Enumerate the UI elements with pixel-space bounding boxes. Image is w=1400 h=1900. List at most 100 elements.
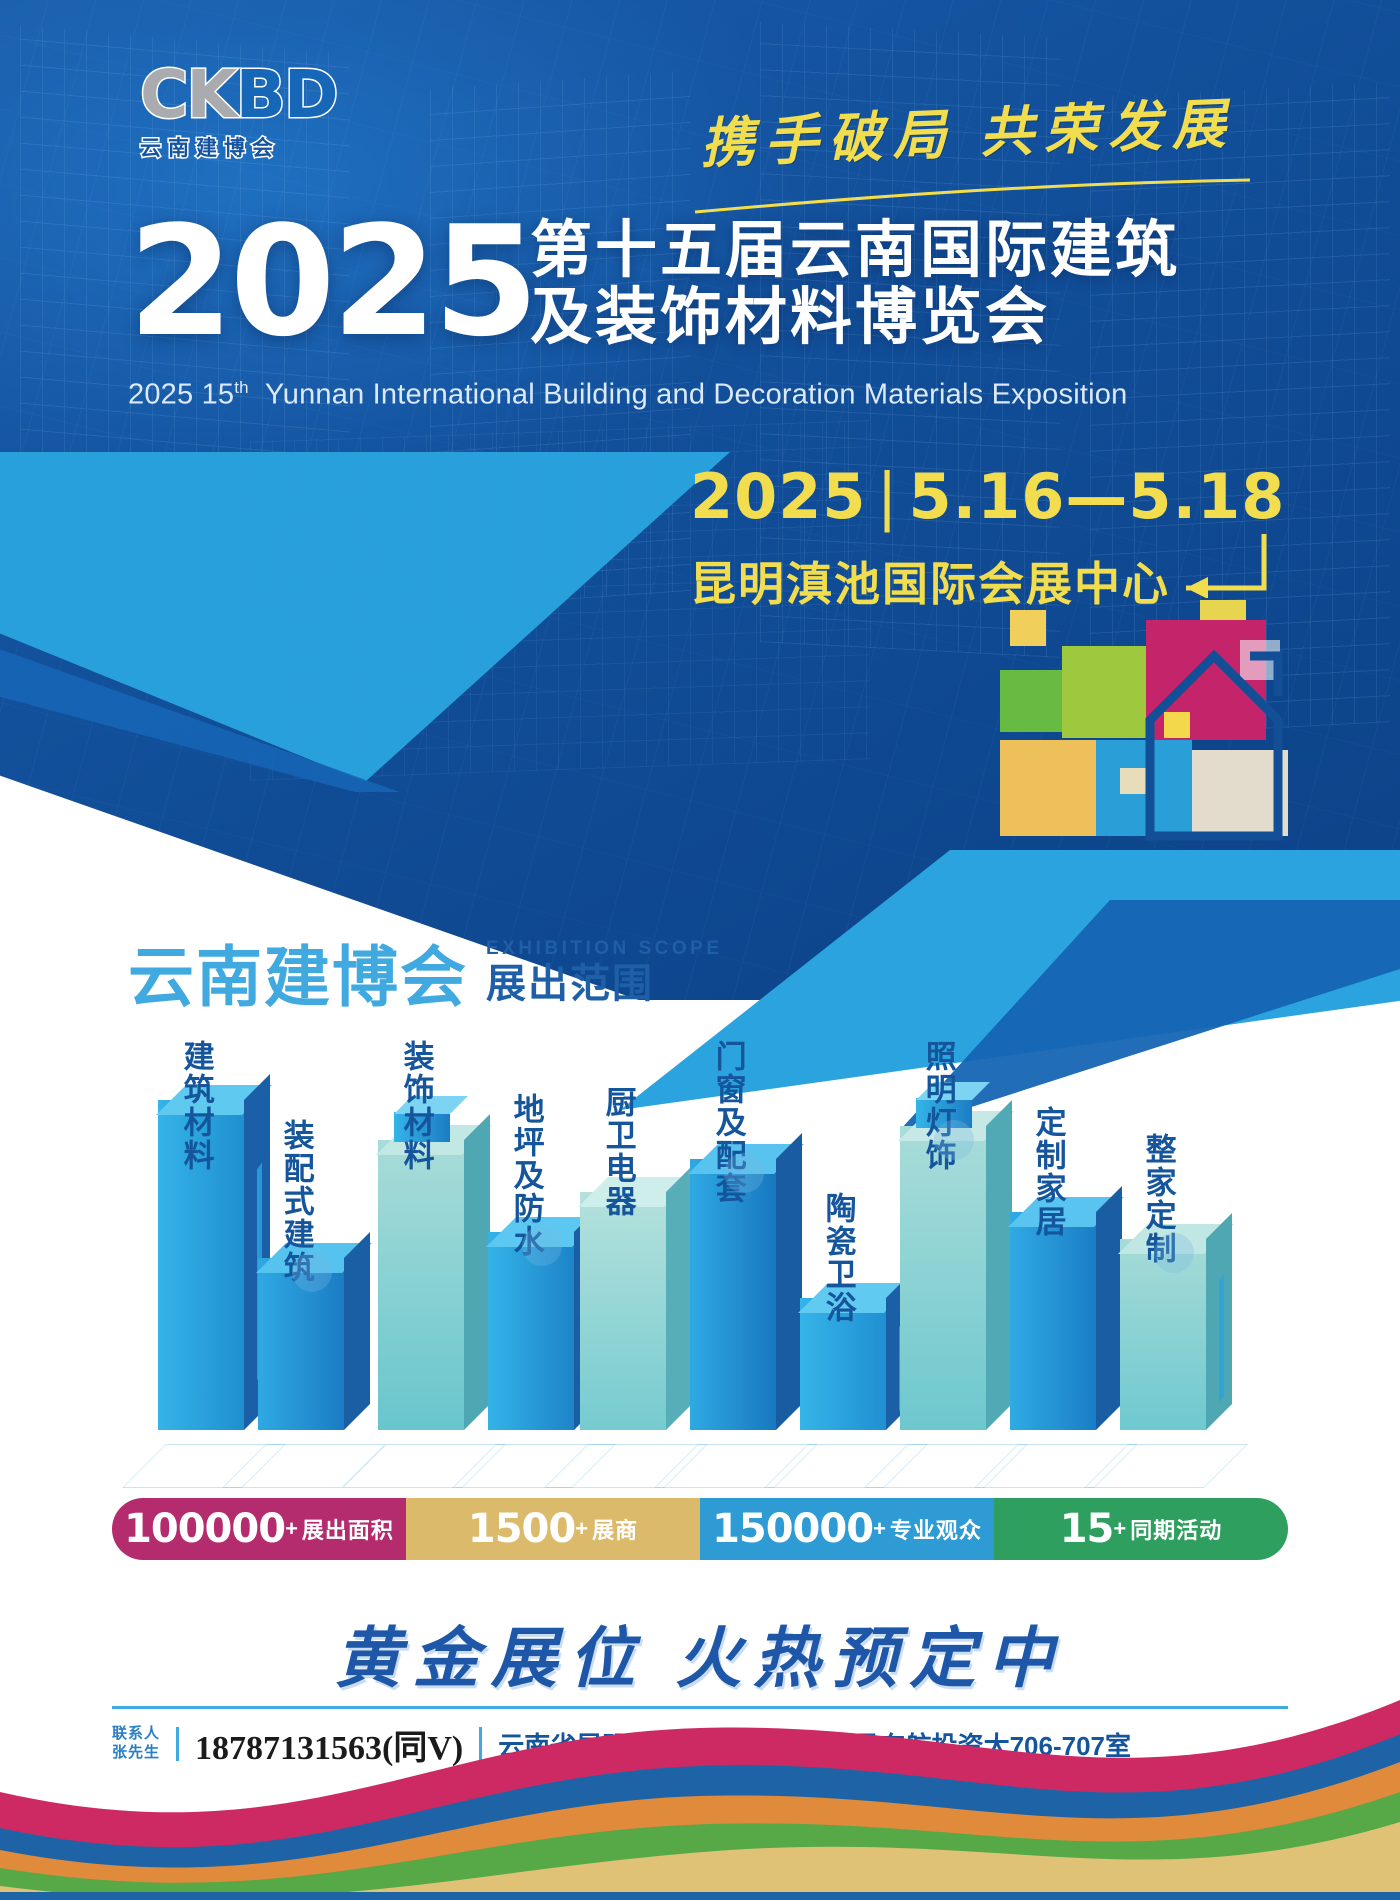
stat-number: 15 bbox=[1059, 1506, 1115, 1552]
page-title-line2: 及装饰材料博览会 bbox=[530, 282, 1051, 352]
stat-item: 1500 + 展商 bbox=[406, 1498, 700, 1560]
chart-bar bbox=[688, 1133, 804, 1430]
title-en-ordinal: th bbox=[234, 378, 249, 397]
chart-dot-accent bbox=[934, 1120, 974, 1160]
stat-plus: + bbox=[1113, 1516, 1127, 1541]
chart-bar bbox=[578, 1166, 694, 1430]
stat-item: 100000 + 展出面积 bbox=[112, 1498, 406, 1560]
chart-bar-side bbox=[776, 1133, 802, 1430]
chart-bar-front bbox=[378, 1140, 464, 1430]
contact-person-name: 张先生 bbox=[112, 1744, 161, 1761]
stat-item: 15 + 同期活动 bbox=[994, 1498, 1288, 1560]
chart-dot-accent bbox=[292, 1252, 332, 1292]
stat-number: 150000 bbox=[712, 1506, 874, 1552]
chart-bar bbox=[1008, 1186, 1124, 1430]
chart-dot-accent bbox=[522, 1226, 562, 1266]
booking-slogan: 黄金展位 火热预定中 bbox=[334, 1623, 1066, 1696]
chart-bar-cap bbox=[394, 1096, 468, 1142]
chart-category-label: 地坪及防水 bbox=[508, 1093, 544, 1258]
chart-bar-front bbox=[488, 1232, 574, 1430]
page-title: 第十五届云南国际建筑 及装饰材料博览会 bbox=[530, 216, 1250, 352]
stat-label: 展商 bbox=[592, 1518, 639, 1543]
stat-plus: + bbox=[285, 1516, 298, 1541]
chart-bar bbox=[486, 1206, 602, 1430]
event-year: 2025 bbox=[128, 193, 539, 370]
scope-header: 云南建博会 EXHIBITION SCOPE 展出范围 bbox=[128, 938, 723, 1010]
contact-divider-1 bbox=[176, 1727, 180, 1761]
chart-bar bbox=[376, 1114, 492, 1430]
title-en-rest: Yunnan International Building and Decora… bbox=[264, 378, 1128, 411]
chart-bar-front bbox=[800, 1298, 886, 1430]
chart-bar bbox=[798, 1272, 914, 1430]
contact-divider bbox=[112, 1706, 1288, 1709]
title-en-prefix: 2025 15 bbox=[128, 378, 235, 411]
logo: CKBD 云南建博会 bbox=[139, 60, 400, 162]
stat-number: 1500 bbox=[467, 1506, 576, 1552]
chart-bar-front bbox=[158, 1100, 244, 1430]
chart-dot-accent bbox=[724, 1153, 764, 1193]
chart-bar-front bbox=[690, 1159, 776, 1430]
chart-category-label: 整家定制 bbox=[1140, 1133, 1176, 1265]
logo-subtitle: 云南建博会 bbox=[139, 136, 280, 162]
chart-category-label: 建筑材料 bbox=[178, 1040, 214, 1172]
bottom-wave-decoration bbox=[0, 1700, 1400, 1900]
event-date-year: 2025 bbox=[690, 460, 867, 533]
event-venue: 昆明滇池国际会展中心 bbox=[690, 558, 1170, 610]
logo-text-bd: BD bbox=[234, 56, 340, 133]
chart-category-label: 门窗及配套 bbox=[710, 1040, 746, 1205]
stat-item: 150000 + 专业观众 bbox=[700, 1498, 994, 1560]
venue-arrow-icon bbox=[1186, 534, 1267, 598]
chart-bar bbox=[898, 1100, 1014, 1430]
stat-plus: + bbox=[575, 1516, 589, 1541]
chart-category-label: 厨卫电器 bbox=[600, 1086, 636, 1218]
house-blocks-icon bbox=[1000, 600, 1288, 841]
contact-phone[interactable]: 18787131563(同V) bbox=[195, 1729, 464, 1767]
hero-banner bbox=[0, 0, 1400, 1000]
logo-mark: CKBD bbox=[139, 60, 400, 129]
event-date: 2025 | 5.16—5.18 bbox=[690, 460, 1285, 533]
stat-number: 100000 bbox=[124, 1506, 286, 1552]
chart-bar-cap bbox=[916, 1082, 990, 1128]
stat-plus: + bbox=[873, 1516, 886, 1541]
stat-label: 专业观众 bbox=[889, 1518, 982, 1543]
chart-category-label: 装饰材料 bbox=[398, 1040, 434, 1172]
scope-title-cn: 云南建博会 bbox=[128, 940, 468, 1014]
page-title-english: 2025 15th Yunnan International Building … bbox=[128, 378, 1308, 412]
contact-person-label: 联系人 bbox=[112, 1725, 161, 1743]
chart-bar-side bbox=[986, 1100, 1012, 1430]
chart-bar-side bbox=[464, 1114, 490, 1430]
stats-bar: 100000 + 展出面积 1500 + 展商 150000 + 专业观众 15 + 同期活动 bbox=[112, 1498, 1288, 1560]
chart-category-label: 陶瓷卫浴 bbox=[820, 1192, 856, 1324]
chart-bar-front bbox=[258, 1258, 344, 1430]
stat-label: 展出面积 bbox=[301, 1518, 394, 1543]
chart-cap-front bbox=[916, 1098, 972, 1128]
chart-bar-side bbox=[1096, 1186, 1122, 1430]
contact-divider-2 bbox=[479, 1727, 483, 1761]
scope-header-right: EXHIBITION SCOPE 展出范围 bbox=[486, 938, 723, 1010]
logo-text-ck: CK bbox=[139, 56, 240, 133]
chart-bar-front bbox=[900, 1126, 986, 1430]
scope-title-en: EXHIBITION SCOPE bbox=[486, 938, 723, 959]
chart-dot-accent bbox=[1154, 1233, 1194, 1273]
chart-category-label: 装配式建筑 bbox=[278, 1119, 314, 1284]
chart-bar bbox=[256, 1232, 372, 1430]
chart-cap-front bbox=[394, 1112, 450, 1142]
chart-bar-side bbox=[344, 1232, 370, 1430]
scope-subtitle: 展出范围 bbox=[486, 962, 654, 1006]
chart-bar-side bbox=[666, 1166, 692, 1430]
chart-bar bbox=[156, 1074, 272, 1430]
chart-category-label: 定制家居 bbox=[1030, 1106, 1066, 1238]
chart-bar-front bbox=[1120, 1239, 1206, 1430]
chart-bar-front bbox=[580, 1192, 666, 1430]
chart-category-label: 照明灯饰 bbox=[920, 1040, 956, 1172]
event-date-separator: | bbox=[876, 460, 899, 533]
stat-label: 同期活动 bbox=[1130, 1518, 1223, 1543]
exhibition-scope-chart: 建筑材料装配式建筑 装饰材料 地坪及防水 厨卫电器 门窗及配套陶瓷卫浴 照明灯饰定制家居 整… bbox=[110, 1040, 1310, 1490]
event-date-range: 5.16—5.18 bbox=[908, 460, 1286, 533]
page-title-line1: 第十五届云南国际建筑 bbox=[530, 216, 1181, 285]
chart-bar-front bbox=[1010, 1212, 1096, 1430]
contact-person: 联系人 张先生 bbox=[112, 1725, 160, 1763]
chart-bar bbox=[1118, 1213, 1234, 1430]
chart-bar-highlight bbox=[1219, 1273, 1224, 1403]
